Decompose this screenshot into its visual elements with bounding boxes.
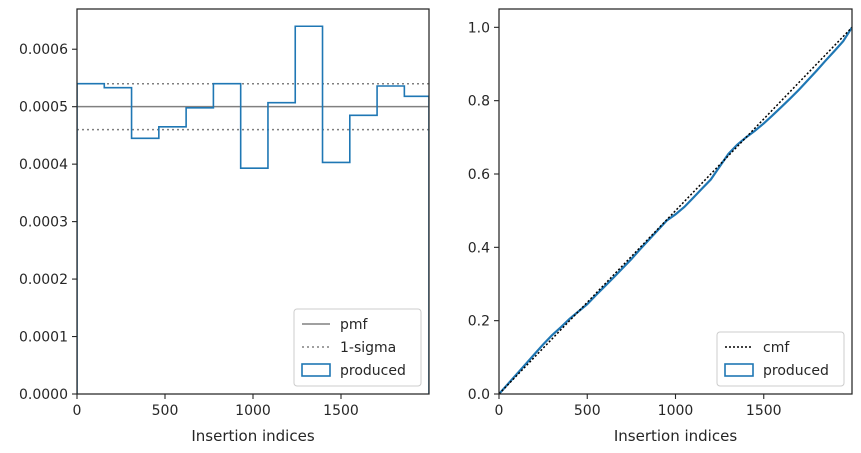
legend: pmf 1-sigma produced	[293, 308, 422, 387]
plot-area	[77, 25, 429, 394]
legend-label-pmf: pmf	[340, 317, 369, 333]
x-tick-label: 500	[574, 403, 601, 419]
legend-box	[716, 331, 845, 387]
x-tick-label: 1000	[658, 403, 694, 419]
legend-label-cmf: cmf	[763, 340, 790, 356]
x-tick-label: 1500	[746, 403, 782, 419]
y-tick-label: 0.0000	[19, 387, 68, 403]
legend-box	[293, 308, 422, 387]
x-tick-label: 0	[73, 403, 82, 419]
left-chart-panel: 0 500 1000 1500 0.0000 0.0001 0.0002 0.0003 0.00…	[19, 8, 430, 445]
x-axis-label: Insertion indices	[614, 427, 737, 445]
legend-handle-produced	[724, 363, 754, 377]
y-tick-label: 0.6	[468, 167, 490, 183]
y-tick-label: 0.0001	[19, 330, 68, 346]
y-tick-label: 0.8	[468, 94, 490, 110]
x-tick-label: 0	[495, 403, 504, 419]
y-tick-label: 0.0004	[19, 157, 68, 173]
legend-label-produced: produced	[340, 363, 406, 379]
produced-histogram-step	[77, 25, 429, 394]
x-axis-label: Insertion indices	[191, 427, 314, 445]
x-tick-label: 500	[152, 403, 179, 419]
y-tick-label: 1.0	[468, 20, 490, 36]
legend-handle-produced	[301, 363, 331, 377]
plot-area	[499, 26, 852, 394]
y-tick-label: 0.0005	[19, 100, 68, 116]
legend: cmf produced	[716, 331, 845, 387]
y-tick-label: 0.4	[468, 240, 490, 256]
y-tick-label: 0.0003	[19, 215, 68, 231]
y-tick-label: 0.0	[468, 387, 490, 403]
produced-line	[499, 26, 852, 394]
y-tick-label: 0.2	[468, 314, 490, 330]
legend-label-1-sigma: 1-sigma	[340, 340, 396, 356]
x-tick-label: 1000	[235, 403, 271, 419]
cmf-line	[499, 26, 852, 394]
y-tick-label: 0.0002	[19, 272, 68, 288]
y-tick-label: 0.0006	[19, 42, 68, 58]
x-tick-label: 1500	[323, 403, 359, 419]
right-chart-panel: 0 500 1000 1500 0.0 0.2 0.4 0.6 0.8 1.0 Insertion …	[468, 8, 853, 445]
legend-label-produced: produced	[763, 363, 829, 379]
